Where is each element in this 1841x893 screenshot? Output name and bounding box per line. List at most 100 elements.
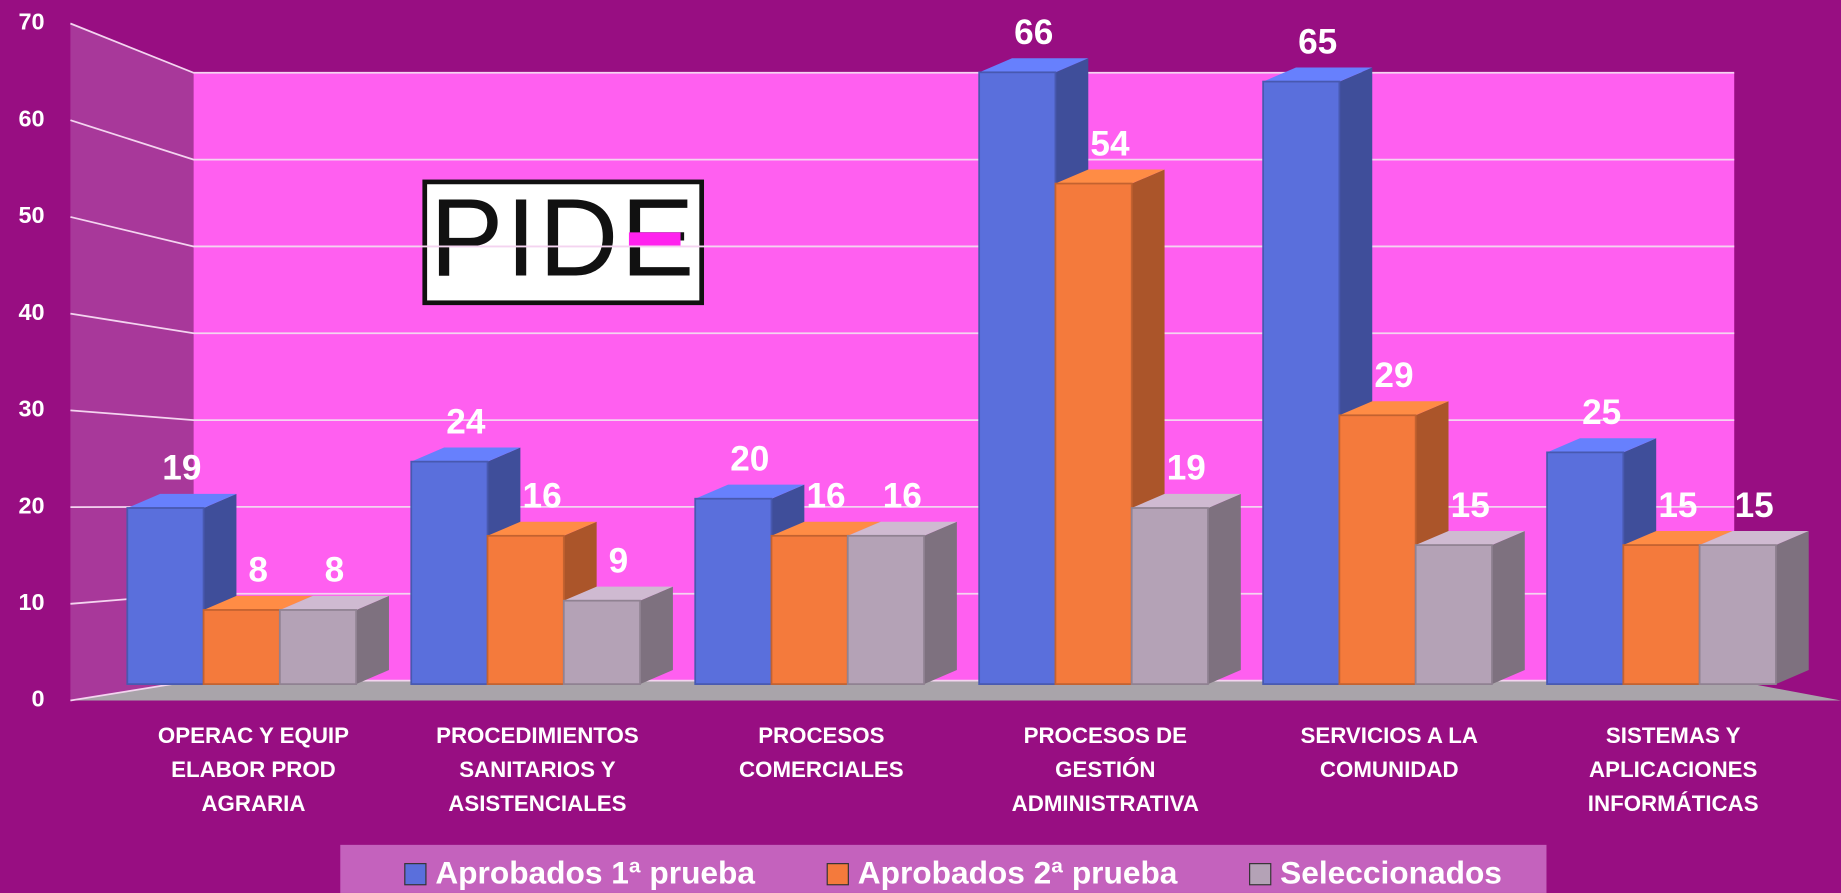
value-label: 19 <box>1167 449 1206 488</box>
bar-front <box>1130 507 1209 685</box>
x-tick-label: INFORMÁTICAS <box>1588 791 1759 816</box>
grid-line <box>70 409 1735 421</box>
y-tick-label: 30 <box>18 396 44 422</box>
x-tick-label: APLICACIONES <box>1589 757 1757 782</box>
bar-side <box>1775 530 1809 685</box>
legend-label: Aprobados 1ª prueba <box>435 855 755 891</box>
bar-front <box>770 534 849 685</box>
value-label: 16 <box>523 477 562 516</box>
bar-top <box>695 484 805 499</box>
bar-side <box>356 595 389 685</box>
bar-front <box>562 599 641 685</box>
bar-front <box>1546 451 1625 685</box>
grid-line <box>70 22 1735 74</box>
x-tick-label: ASISTENCIALES <box>448 791 626 816</box>
value-label: 8 <box>325 551 345 590</box>
bar-side <box>924 521 957 685</box>
y-tick-label: 0 <box>32 686 45 712</box>
x-tick-label: SISTEMAS Y <box>1606 723 1741 748</box>
x-tick-label: OPERAC Y EQUIP <box>158 723 349 748</box>
grid-line <box>70 312 1735 335</box>
value-label: 19 <box>162 449 201 488</box>
value-label: 9 <box>609 541 629 580</box>
bar-top <box>1339 401 1449 416</box>
y-tick-label: 70 <box>18 9 44 35</box>
x-tick-label: PROCESOS DE <box>1024 723 1187 748</box>
bar <box>1698 530 1809 685</box>
grid-line <box>70 119 1735 161</box>
value-label: 15 <box>1658 486 1697 525</box>
value-label: 15 <box>1735 486 1774 525</box>
value-label: 16 <box>806 477 845 516</box>
bar-front <box>1698 544 1777 685</box>
bar-top <box>847 521 957 536</box>
legend-label: Seleccionados <box>1280 855 1502 891</box>
bar <box>562 586 673 685</box>
y-tick-label: 20 <box>18 492 44 518</box>
bar-front <box>278 609 357 685</box>
logo: PIDE <box>422 177 705 306</box>
legend-swatch <box>404 863 427 886</box>
logo-accent <box>628 232 681 247</box>
bar-top <box>979 58 1089 73</box>
x-tick-label: COMUNIDAD <box>1320 757 1459 782</box>
bar-front <box>486 534 565 685</box>
legend-box <box>340 844 1547 893</box>
bar-side <box>1491 530 1525 685</box>
bar-side <box>1207 493 1241 685</box>
bar-front <box>410 460 489 685</box>
y-tick-label: 10 <box>18 589 44 615</box>
bar-top <box>487 521 597 536</box>
value-label: 20 <box>730 439 769 478</box>
bar-top <box>279 595 389 610</box>
bar-front <box>202 609 281 685</box>
x-tick-label: ELABOR PROD <box>171 757 336 782</box>
bar-front <box>846 534 925 685</box>
value-label: 66 <box>1014 13 1053 52</box>
x-tick-label: GESTIÓN <box>1055 757 1155 782</box>
x-tick-label: PROCEDIMIENTOS <box>436 723 639 748</box>
bar <box>1130 493 1241 685</box>
value-label: 15 <box>1451 486 1490 525</box>
x-tick-label: ADMINISTRATIVA <box>1012 791 1199 816</box>
legend-swatch <box>826 863 849 886</box>
bar-top <box>1699 530 1809 546</box>
bar-side <box>640 586 673 685</box>
legend-label: Aprobados 2ª prueba <box>858 855 1178 891</box>
bar-front <box>1262 80 1341 685</box>
bar-top <box>411 447 521 462</box>
bar-top <box>1415 530 1525 546</box>
x-tick-label: COMERCIALES <box>739 757 904 782</box>
bar-top <box>1263 67 1373 82</box>
bar-top <box>563 586 673 601</box>
x-tick-label: AGRARIA <box>201 791 305 816</box>
value-label: 54 <box>1090 124 1130 163</box>
bar-top <box>1623 530 1733 546</box>
bar-top <box>771 521 881 536</box>
value-label: 16 <box>883 477 922 516</box>
bar-top <box>1547 438 1657 453</box>
value-label: 29 <box>1374 356 1413 395</box>
bar-front <box>1622 544 1701 685</box>
bar-front <box>1338 414 1417 685</box>
bar <box>1414 530 1525 685</box>
value-label: 25 <box>1582 393 1621 432</box>
bar-front <box>1054 182 1133 685</box>
bar <box>846 521 957 685</box>
bar-front <box>694 497 773 685</box>
bar-top <box>127 493 237 508</box>
y-tick-label: 50 <box>18 202 44 228</box>
floor <box>70 680 1841 701</box>
value-label: 8 <box>248 551 268 590</box>
bar-top <box>1131 493 1241 508</box>
x-tick-label: SANITARIOS Y <box>459 757 616 782</box>
bar-front <box>126 507 205 685</box>
bar-front <box>978 71 1057 685</box>
x-tick-label: PROCESOS <box>758 723 884 748</box>
y-tick-label: 40 <box>18 299 44 325</box>
y-tick-label: 60 <box>18 105 44 131</box>
grid-line <box>70 216 1735 248</box>
value-label: 65 <box>1298 22 1337 61</box>
bar-top <box>203 595 313 610</box>
